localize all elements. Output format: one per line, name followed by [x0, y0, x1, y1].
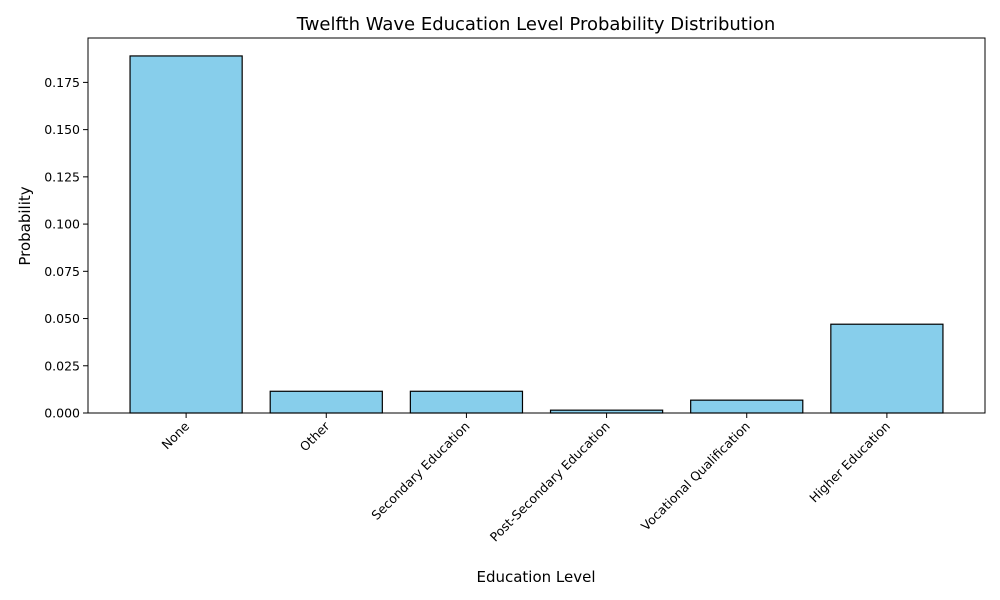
x-tick-label-secondary-education: Secondary Education — [368, 419, 472, 523]
bar-vocational-qualification — [690, 399, 804, 414]
x-axis-label: Education Level — [476, 568, 595, 586]
x-axis: None Other Secondary Education Post-Seconda… — [159, 413, 893, 544]
y-tick-label: 0.125 — [44, 169, 80, 184]
bar-higher-education — [830, 323, 944, 414]
x-tick-label-post-secondary-education: Post-Secondary Education — [487, 419, 613, 545]
y-axis-label: Probability — [16, 186, 34, 265]
x-tick-label-vocational-qualification: Vocational Qualification — [638, 419, 753, 534]
x-tick-label-none: None — [159, 418, 193, 452]
bars-group — [129, 55, 944, 414]
bar-secondary-education — [409, 390, 524, 414]
plot-frame — [87, 37, 986, 414]
y-tick-label: 0.050 — [44, 311, 80, 326]
x-tick-label-other: Other — [297, 418, 333, 454]
x-tick-label-higher-education: Higher Education — [806, 419, 893, 506]
y-tick-label: 0.025 — [44, 358, 80, 373]
y-tick-label: 0.100 — [44, 217, 80, 232]
chart-title: Twelfth Wave Education Level Probability… — [296, 14, 776, 35]
bar-other — [269, 390, 383, 414]
y-axis: 0.000 0.025 0.050 0.075 0.100 0.125 0.150 0.175 — [44, 75, 88, 421]
y-tick-label: 0.175 — [44, 75, 80, 90]
bar-none — [129, 55, 243, 414]
y-tick-label: 0.000 — [44, 406, 80, 421]
y-tick-label: 0.150 — [44, 122, 80, 137]
y-tick-label: 0.075 — [44, 264, 80, 279]
